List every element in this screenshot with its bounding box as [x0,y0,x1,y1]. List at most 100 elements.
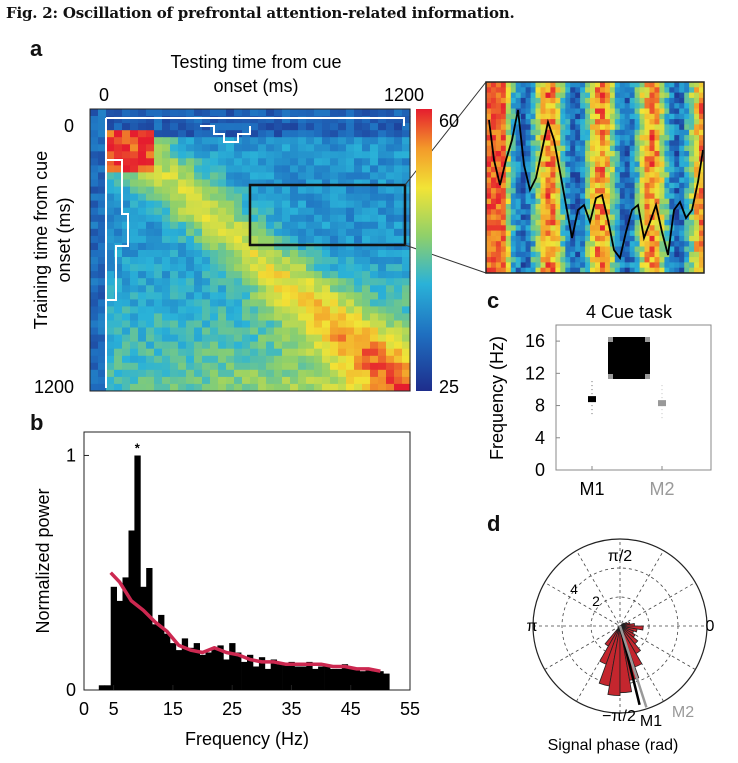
zoom-cell [535,97,541,104]
zoom-cell [699,145,705,152]
heatmap-cell [218,271,227,279]
heatmap-cell [210,369,219,378]
zoom-cell [585,188,591,194]
zoom-cell [644,97,650,104]
zoom-cell [530,172,537,178]
zoom-cell [639,251,646,258]
heatmap-cell [170,186,179,195]
heatmap-cell [106,299,115,307]
zoom-cell [590,87,596,94]
heatmap-cell [290,250,299,258]
zoom-cell [585,87,591,94]
zoom-cell [545,172,551,178]
zoom-cell [580,108,586,115]
heatmap-cell [154,186,163,195]
heatmap-cell [330,207,339,216]
heatmap-cell [226,228,235,237]
heatmap-cell [170,200,179,209]
heatmap-cell [370,144,379,152]
zoom-cell [590,119,596,125]
zoom-cell [555,214,561,221]
heatmap-cell [282,144,291,152]
zoom-cell [540,241,546,247]
heatmap-cell [362,320,371,329]
heatmap-cell [274,250,283,258]
heatmap-cell [378,200,387,209]
heatmap-cell [234,306,243,314]
zoom-cell [595,246,601,253]
heatmap-cell [322,348,331,357]
zoom-cell [619,230,626,237]
zoom-cell [560,241,566,247]
zoom-cell [699,235,705,242]
zoom-cell [570,251,576,258]
zoom-cell [550,177,556,184]
power-bar [270,659,277,690]
heatmap-cell [370,369,379,378]
heatmap-cell [266,179,275,188]
heatmap-cell [314,264,323,272]
heatmap-cell [282,172,291,180]
zoom-cell [540,267,546,274]
heatmap-cell [314,221,323,230]
heatmap-cell [138,313,147,321]
heatmap-cell [242,200,251,209]
panel-a-letter: a [30,36,43,61]
zoom-cell [629,140,636,147]
zoom-cell [649,230,655,237]
zoom-cell [570,235,576,242]
zoom-cell [699,209,705,216]
heatmap-cell [290,376,299,385]
heatmap-cell [266,292,275,300]
heatmap-cell [274,130,283,138]
heatmap-cell [298,264,307,272]
zoom-cell [491,209,497,216]
zoom-cell [659,204,665,210]
heatmap-cell [122,278,131,286]
zoom-cell [689,214,695,221]
zoom-cell [639,188,646,194]
heatmap-cell [314,355,323,364]
zoom-cell [500,82,507,88]
heatmap-cell [226,130,235,138]
zoom-cell [510,188,517,194]
zoom-cell [540,225,546,232]
zoom-cell [565,257,571,263]
zoom-cell [585,198,591,205]
heatmap-cell [258,116,267,124]
zoom-cell [540,235,546,242]
heatmap-cell [98,165,107,173]
heatmap-cell [234,362,243,371]
heatmap-cell [186,334,195,343]
zoom-cell [486,225,492,232]
heatmap-cell [226,151,235,159]
heatmap-cell [378,299,387,307]
zoom-cell [495,166,502,173]
zoom-cell [674,97,680,104]
zoom-cell [565,92,571,99]
zoom-cell [550,209,556,216]
heatmap-cell [210,320,219,329]
heatmap-cell [234,355,243,364]
zoom-cell [644,241,650,247]
zoom-cell [649,225,655,232]
zoom-cell [694,92,700,99]
zoom-cell [545,151,551,157]
zoom-cell [520,103,527,109]
zoom-cell [530,209,537,216]
angle-label-left: π [526,618,537,635]
heatmap-cell [338,207,347,216]
heatmap-cell [130,299,139,307]
zoom-cell [540,198,546,205]
heatmap-cell [98,242,107,251]
zoom-cell [604,97,611,104]
heatmap-cell [106,179,115,188]
heatmap-cell [370,362,379,371]
heatmap-cell [130,116,139,124]
heatmap-cell [250,257,259,265]
heatmap-cell [194,327,203,336]
heatmap-cell [130,369,139,378]
zoom-cell [540,188,546,194]
heatmap-cell [306,186,315,195]
heatmap-cell [338,278,347,286]
